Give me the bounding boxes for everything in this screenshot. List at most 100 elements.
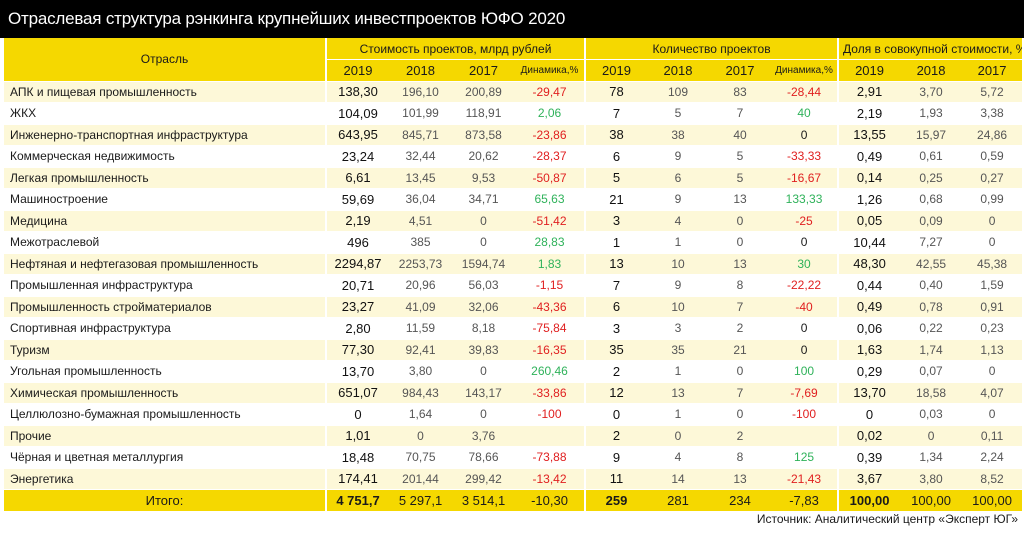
cell-n19: 6: [584, 145, 648, 168]
total-cell-s19: 100,00: [837, 489, 901, 512]
source-note: Источник: Аналитический центр «Эксперт Ю…: [756, 512, 1018, 526]
cell-c19: 0: [325, 403, 389, 426]
cell-n17: 5: [709, 167, 772, 189]
cell-s17: 5,72: [962, 81, 1023, 103]
cell-s18: 0,25: [900, 167, 963, 189]
table-row: Спортивная инфраструктура 2,80 11,59 8,18 -7…: [4, 317, 1023, 340]
cost-group-header: Стоимость проектов, млрд рублей: [324, 38, 586, 60]
cell-n19: 0: [584, 403, 648, 426]
total-cell-n17: 234: [709, 489, 772, 512]
sector-name: ЖКХ: [4, 102, 326, 125]
cell-nd: -21,43: [771, 468, 839, 490]
sector-header: Отрасль: [4, 38, 326, 82]
cell-n17: 7: [709, 382, 772, 404]
cell-c19: 20,71: [325, 274, 389, 297]
cell-n17: 8: [709, 446, 772, 469]
sector-name: Коммерческая недвижимость: [4, 145, 326, 168]
total-cell-c18: 5 297,1: [389, 489, 452, 512]
cell-c18: 13,45: [389, 167, 452, 189]
cell-c18: 3,80: [389, 360, 452, 383]
cell-s19: 0,49: [837, 296, 901, 318]
total-cell-nd: -7,83: [771, 489, 839, 512]
cell-c17: 32,06: [452, 296, 515, 318]
cell-c19: 6,61: [325, 167, 389, 189]
cell-c17: 0: [452, 231, 515, 254]
cell-c19: 643,95: [325, 124, 389, 146]
sector-name: Спортивная инфраструктура: [4, 317, 326, 340]
total-row: Итого: 4 751,7 5 297,1 3 514,1 -10,30 259 281 2…: [4, 489, 1023, 512]
total-label: Итого:: [4, 489, 326, 512]
sector-name: Машиностроение: [4, 188, 326, 211]
cell-s19: 0,39: [837, 446, 901, 469]
cell-n19: 6: [584, 296, 648, 318]
cell-n17: 13: [709, 188, 772, 211]
cell-n17: 0: [709, 210, 772, 232]
cell-s17: 24,86: [962, 124, 1023, 146]
cell-c17: 1594,74: [452, 253, 515, 275]
cell-s19: 3,67: [837, 468, 901, 490]
cell-n18: 1: [647, 360, 710, 383]
sector-name: Угольная промышленность: [4, 360, 326, 383]
table-row: Чёрная и цветная металлургия 18,48 70,75 78…: [4, 446, 1023, 469]
year-header: 2019: [837, 59, 901, 82]
cell-n19: 35: [584, 339, 648, 361]
cell-n18: 14: [647, 468, 710, 490]
cell-s18: 3,70: [900, 81, 963, 103]
cell-s18: 0,40: [900, 274, 963, 297]
cell-c18: 984,43: [389, 382, 452, 404]
cell-n18: 1: [647, 231, 710, 254]
cell-c18: 101,99: [389, 102, 452, 125]
cell-s19: 0,44: [837, 274, 901, 297]
cell-n17: 83: [709, 81, 772, 103]
year-header: 2018: [389, 59, 452, 82]
cell-nd: 125: [771, 446, 839, 469]
dynamics-header: Динамика,%: [515, 59, 586, 82]
cell-nd: 40: [771, 102, 839, 125]
cell-c19: 651,07: [325, 382, 389, 404]
cell-c18: 36,04: [389, 188, 452, 211]
cell-c19: 18,48: [325, 446, 389, 469]
cell-n17: 2: [709, 425, 772, 447]
sector-name: Промышленность стройматериалов: [4, 296, 326, 318]
cell-c17: 34,71: [452, 188, 515, 211]
cell-nd: -28,44: [771, 81, 839, 103]
sector-name: АПК и пищевая промышленность: [4, 81, 326, 103]
total-cell-c17: 3 514,1: [452, 489, 515, 512]
cell-n19: 78: [584, 81, 648, 103]
cell-nd: 30: [771, 253, 839, 275]
cell-c17: 118,91: [452, 102, 515, 125]
dynamics-header: Динамика,%: [771, 59, 839, 82]
cell-n17: 0: [709, 360, 772, 383]
cell-n18: 0: [647, 425, 710, 447]
cell-n17: 8: [709, 274, 772, 297]
cell-c18: 201,44: [389, 468, 452, 490]
total-cell-c19: 4 751,7: [325, 489, 389, 512]
cell-n19: 9: [584, 446, 648, 469]
sector-name: Инженерно-транспортная инфраструктура: [4, 124, 326, 146]
cell-c19: 77,30: [325, 339, 389, 361]
total-cell-s18: 100,00: [900, 489, 963, 512]
cell-s19: 0,05: [837, 210, 901, 232]
cell-cd: -43,36: [515, 296, 586, 318]
table-row: Энергетика 174,41 201,44 299,42 -13,42 11 14 13…: [4, 468, 1023, 490]
cell-nd: 0: [771, 317, 839, 340]
cell-n18: 9: [647, 274, 710, 297]
cell-c19: 59,69: [325, 188, 389, 211]
table-row: Инженерно-транспортная инфраструктура 643…: [4, 124, 1023, 146]
share-group-header: Доля в совокупной стоимости, %: [837, 38, 1023, 60]
cell-nd: 100: [771, 360, 839, 383]
total-cell-cd: -10,30: [515, 489, 586, 512]
cell-c19: 2294,87: [325, 253, 389, 275]
cell-c18: 41,09: [389, 296, 452, 318]
cell-c17: 0: [452, 403, 515, 426]
cell-nd: 0: [771, 231, 839, 254]
cell-c19: 2,80: [325, 317, 389, 340]
table-row: Машиностроение 59,69 36,04 34,71 65,63 21 9 13 1…: [4, 188, 1023, 211]
cell-c18: 4,51: [389, 210, 452, 232]
cell-c17: 78,66: [452, 446, 515, 469]
cell-n17: 13: [709, 468, 772, 490]
cell-c19: 174,41: [325, 468, 389, 490]
sector-name: Целлюлозно-бумажная промышленность: [4, 403, 326, 426]
cell-c18: 385: [389, 231, 452, 254]
cell-cd: -51,42: [515, 210, 586, 232]
